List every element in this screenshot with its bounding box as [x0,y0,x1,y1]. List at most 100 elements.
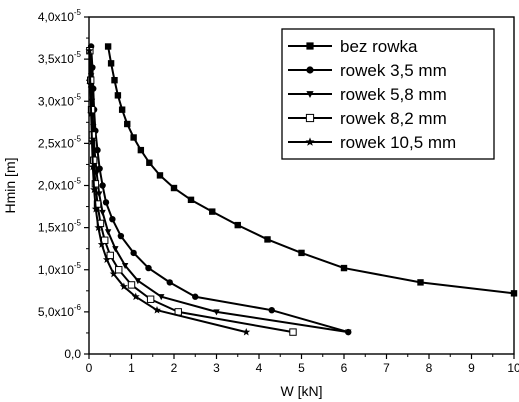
data-point-square [209,208,216,215]
y-tick-mantissa: 3,0x10 [38,94,74,108]
data-point-circle [130,249,137,257]
data-point-circle [99,182,106,189]
data-point-triangle [104,229,112,236]
x-tick-label: 1 [128,361,135,375]
y-tick-exponent: -5 [74,8,82,17]
y-tick-mantissa: 0,0 [64,347,81,361]
y-tick-mantissa: 1,5x10 [38,221,74,235]
data-point-circle [192,293,199,300]
y-tick-exponent: -5 [74,92,82,101]
y-tick-mantissa: 5,0x10 [38,305,74,319]
legend-item: rowek 10,5 mm [288,133,456,152]
y-tick-exponent: -5 [74,50,82,59]
y-tick-mantissa: 4,0x10 [38,10,74,24]
data-point-square [124,120,131,128]
data-point-square [170,184,178,192]
data-point-star [91,204,100,213]
data-point-square [417,279,424,286]
x-tick-label: 9 [468,361,475,375]
y-tick-exponent: -5 [74,219,82,228]
x-tick-label: 6 [341,361,348,375]
data-point-square [146,159,153,166]
legend-item: bez rowka [288,37,418,56]
data-point-triangle [134,278,142,285]
data-point-open-square [115,266,123,274]
data-point-square [187,196,195,204]
data-point-triangle [345,329,352,336]
data-point-square [107,60,115,67]
data-point-star [242,327,251,336]
series-3 [86,47,297,336]
data-point-square [306,42,314,50]
data-point-star [87,109,96,118]
y-tick-exponent: -5 [74,177,82,186]
y-tick-mantissa: 2,0x10 [38,179,74,193]
data-point-star [86,80,95,88]
x-axis-label: W [kN] [281,383,323,399]
data-point-star [153,306,161,314]
data-point-open-square [289,328,297,336]
y-tick-label: 3,5x10-5 [38,50,82,66]
legend-label: rowek 5,8 mm [340,85,447,104]
data-point-circle [166,279,173,286]
y-tick-exponent: -5 [74,134,82,143]
x-tick-label: 3 [213,361,220,375]
data-point-open-square [305,113,315,123]
data-point-star [88,162,97,171]
y-tick-label: 1,0x10-5 [38,261,82,277]
x-tick-label: 2 [171,361,178,375]
data-point-square [114,92,122,99]
data-point-star [102,255,111,264]
y-tick-exponent: -6 [74,303,82,312]
data-point-star [90,185,99,194]
data-point-square [137,146,145,154]
legend-item: rowek 3,5 mm [288,61,447,80]
data-point-square [264,236,271,243]
data-point-square [298,249,305,257]
data-point-square [130,134,137,141]
y-tick-label: 4,0x10-5 [38,8,82,24]
legend-label: bez rowka [340,37,418,56]
legend-item: rowek 5,8 mm [288,85,447,104]
series-4 [85,46,251,336]
data-point-star [97,240,106,248]
y-tick-mantissa: 1,0x10 [38,263,74,277]
legend-item: rowek 8,2 mm [288,109,447,128]
data-point-circle [96,165,103,172]
y-tick-label: 3,0x10-5 [38,92,82,108]
data-point-open-square [106,251,114,260]
x-tick-label: 8 [426,361,433,375]
x-tick-label: 4 [256,361,263,375]
data-point-circle [306,66,314,74]
data-point-open-square [91,180,100,188]
data-point-triangle [112,246,119,253]
x-tick-label: 7 [383,361,390,375]
data-point-circle [117,232,125,240]
data-point-triangle [121,262,129,270]
data-point-open-square [146,295,155,303]
data-point-square [156,172,164,179]
data-point-circle [102,199,110,206]
data-point-star [131,292,140,301]
legend-label: rowek 10,5 mm [340,133,456,152]
x-tick-label: 0 [86,361,93,375]
legend: bez rowka rowek 3,5 mm rowek 5,8 mm rowek 8… [281,28,495,160]
data-point-square [340,264,348,272]
y-tick-label: 1,5x10-5 [38,219,82,235]
data-point-star [305,137,315,146]
data-point-star [109,269,118,278]
data-point-square [111,76,118,84]
y-axis-label: Hmin [m] [2,158,18,214]
data-point-circle [145,264,152,272]
data-point-circle [268,306,275,314]
legend-label: rowek 3,5 mm [340,61,447,80]
data-point-triangle [306,91,314,98]
legend-label: rowek 8,2 mm [340,109,447,128]
data-point-triangle [158,294,165,301]
data-point-star [119,282,128,290]
data-point-circle [109,216,116,223]
data-point-triangle [213,309,220,316]
y-tick-label: 2,0x10-5 [38,177,82,193]
series-line [88,50,247,334]
